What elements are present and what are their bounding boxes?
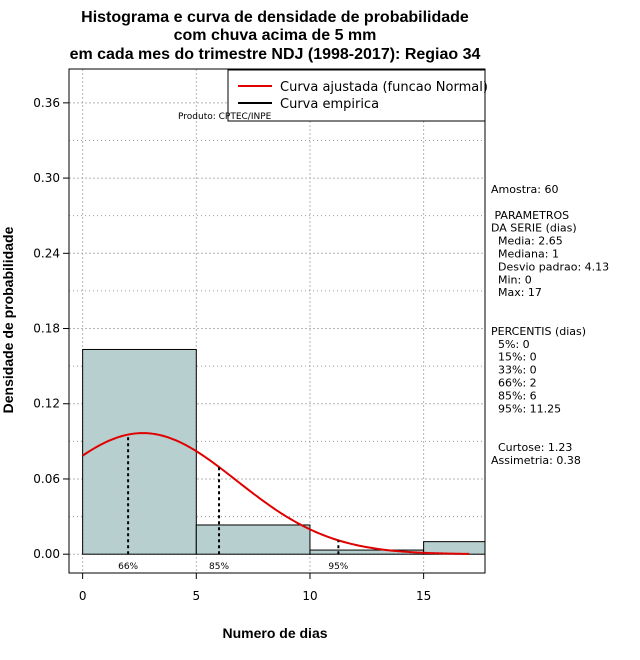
stat-line-2: PARAMETROS (491, 209, 569, 222)
stat-line-21: Assimetria: 0.38 (491, 454, 581, 467)
y-tick-label-2: 0.12 (33, 397, 60, 411)
stat-line-8: Max: 17 (491, 286, 542, 299)
x-tick-label-0: 0 (79, 589, 87, 603)
chart-title-line-2: com chuva acima de 5 mm (174, 27, 377, 44)
x-tick-label-3: 15 (416, 589, 431, 603)
stat-line-12: 5%: 0 (491, 338, 530, 351)
stat-line-17: 95%: 11.25 (491, 402, 561, 415)
percentile-marker-label-1: 85% (209, 562, 229, 572)
stat-line-7: Min: 0 (491, 273, 532, 286)
plot-frame (68, 68, 486, 574)
chart-title-line-3: em cada mes do trimestre NDJ (1998-2017)… (70, 46, 481, 63)
stat-line-0: Amostra: 60 (491, 183, 558, 196)
y-tick-label-6: 0.36 (33, 96, 60, 110)
y-axis: 0.00 0.06 0.12 0.18 0.24 0.30 0.36 (33, 96, 69, 561)
histogram-bar-0 (82, 348, 197, 555)
stat-line-14: 33%: 0 (491, 364, 537, 377)
histogram-bar-1 (195, 524, 311, 555)
stat-line-5: Mediana: 1 (491, 248, 559, 261)
legend-empirical-label: Curva empirica (280, 97, 379, 112)
legend-box (227, 69, 486, 122)
stat-line-20: Curtose: 1.23 (491, 441, 572, 454)
fitted-normal-curve (82, 432, 470, 555)
fitted-curve-layer (82, 432, 470, 555)
x-axis-title: Numero de dias (222, 625, 327, 641)
y-tick-label-5: 0.30 (33, 171, 60, 185)
produto-label: Produto: CPTEC/INPE (178, 112, 272, 122)
stat-line-15: 66%: 2 (491, 377, 537, 390)
y-tick-label-3: 0.18 (33, 322, 60, 336)
x-tick-label-1: 5 (192, 589, 200, 603)
y-tick-label-4: 0.24 (33, 246, 60, 260)
x-tick-label-2: 10 (302, 589, 317, 603)
stat-line-13: 15%: 0 (491, 351, 537, 364)
stat-line-11: PERCENTIS (dias) (491, 325, 586, 338)
stat-line-16: 85%: 6 (491, 389, 537, 402)
percentile-marker-label-2: 95% (328, 562, 348, 572)
x-axis: 0 5 10 15 (79, 573, 431, 603)
stat-line-6: Desvio padrao: 4.13 (491, 260, 609, 273)
y-tick-label-0: 0.00 (33, 547, 60, 561)
percentile-markers: 66% 85% 95% (118, 434, 349, 572)
chart-title-line-1: Histograma e curva de densidade de proba… (81, 9, 469, 26)
percentile-marker-label-0: 66% (118, 562, 138, 572)
histogram-bars (82, 348, 486, 555)
legend-fitted-label: Curva ajustada (funcao Normal) (280, 80, 488, 95)
stat-line-4: Media: 2.65 (491, 235, 563, 248)
y-tick-label-1: 0.06 (33, 472, 60, 486)
y-axis-title: Densidade de probabilidade (0, 226, 16, 413)
legend: Curva ajustada (funcao Normal) Curva emp… (178, 69, 488, 122)
stat-line-3: DA SERIE (dias) (491, 222, 577, 235)
